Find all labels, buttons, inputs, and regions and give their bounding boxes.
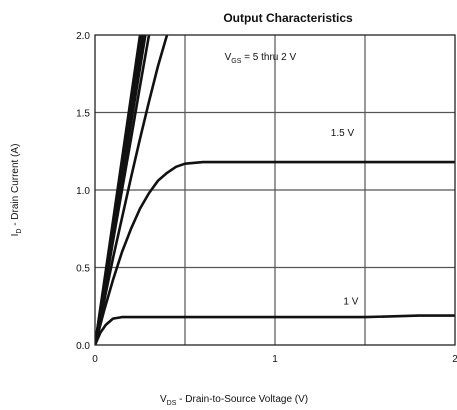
annotation-label-1: VGS = 5 thru 2 V — [225, 52, 297, 65]
grid — [95, 35, 455, 345]
chart-title: Output Characteristics — [223, 11, 353, 25]
annotation-label-3: 1 V — [343, 297, 358, 308]
x-tick-label: 1 — [272, 354, 278, 365]
plot-frame — [94, 34, 456, 346]
series-line-5 — [95, 35, 151, 345]
y-tick-label: 1.5 — [76, 109, 90, 120]
x-axis-label: VDS - Drain-to-Source Voltage (V) — [160, 394, 308, 407]
annotations: VGS = 5 thru 2 V 1.5 V 1 V — [225, 52, 359, 308]
y-axis-label: ID - Drain Current (A) — [10, 144, 23, 237]
tick-labels: 0 1 2 0.0 0.5 1.0 1.5 2.0 — [76, 31, 457, 365]
y-tick-label: 1.0 — [76, 186, 90, 197]
y-tick-label: 2.0 — [76, 31, 90, 42]
curves — [95, 35, 455, 345]
y-tick-label: 0.5 — [76, 264, 90, 275]
x-tick-label: 2 — [452, 354, 457, 365]
axis-labels: VDS - Drain-to-Source Voltage (V) ID - Dr… — [10, 144, 308, 407]
series-line-7 — [95, 160, 455, 345]
series-line-6 — [95, 35, 169, 345]
annotation-label-2: 1.5 V — [331, 128, 355, 139]
x-tick-label: 0 — [92, 354, 98, 365]
series-line-8 — [95, 314, 455, 345]
y-tick-label: 0.0 — [76, 341, 90, 352]
